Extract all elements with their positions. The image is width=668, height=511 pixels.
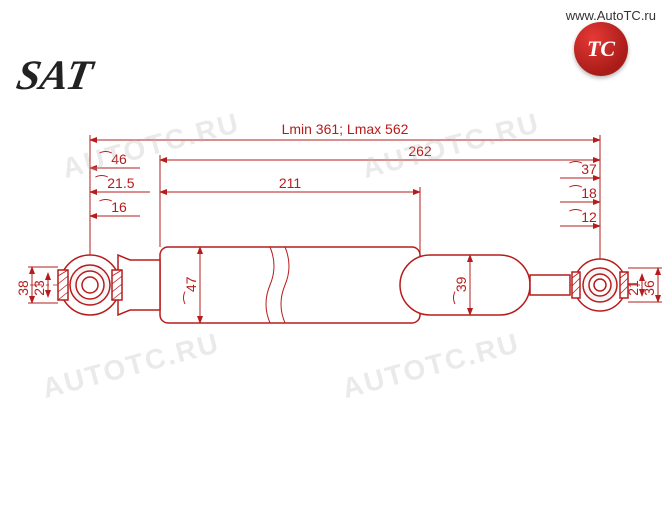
tc-logo: TC	[574, 22, 628, 76]
dim-dia18: ⁀18	[569, 185, 597, 201]
dim-21: 21	[625, 280, 641, 296]
dim-dia37: ⁀37	[569, 161, 597, 177]
dim-lmin-lmax: Lmin 361; Lmax 562	[282, 121, 409, 137]
dim-dia39: ⁀39	[453, 276, 469, 304]
diagram-canvas: AUTOTC.RU AUTOTC.RU AUTOTC.RU AUTOTC.RU …	[0, 0, 668, 511]
dim-dia46: ⁀46	[99, 151, 127, 167]
sat-logo: SAT	[14, 52, 141, 92]
dim-262: 262	[408, 143, 432, 159]
right-eye	[530, 259, 628, 311]
tc-logo-text: TC	[587, 36, 615, 62]
url-label: www.AutoTC.ru	[566, 8, 656, 23]
dim-dia16: ⁀16	[99, 199, 127, 215]
dim-38: 38	[15, 280, 31, 296]
dim-23: 23	[31, 280, 47, 296]
dim-dia21-5: ⁀21.5	[95, 175, 135, 191]
dim-dia47: ⁀47	[183, 276, 199, 304]
dim-36: 36	[641, 280, 657, 296]
dim-dia12: ⁀12	[569, 209, 597, 225]
left-eye	[58, 255, 160, 315]
dim-211: 211	[279, 175, 302, 191]
